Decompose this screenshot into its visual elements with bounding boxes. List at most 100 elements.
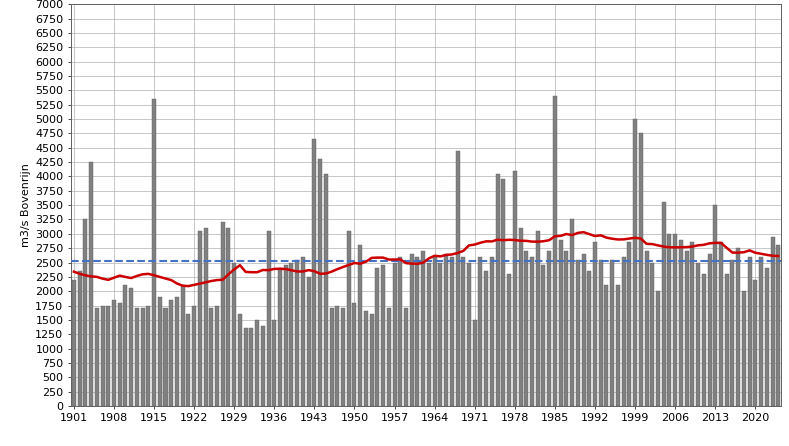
Bar	[673, 234, 677, 406]
Bar	[409, 254, 413, 406]
Bar	[719, 243, 723, 406]
Bar	[221, 223, 225, 406]
Bar	[513, 171, 517, 406]
Bar	[548, 251, 552, 406]
Bar	[118, 303, 122, 406]
Bar	[484, 271, 488, 406]
Bar	[599, 260, 603, 406]
Bar	[501, 179, 506, 406]
Bar	[244, 328, 248, 406]
Bar	[398, 257, 402, 406]
Bar	[771, 237, 775, 406]
Bar	[169, 300, 174, 406]
Bar	[146, 306, 151, 406]
Bar	[439, 263, 443, 406]
Bar	[725, 274, 729, 406]
Bar	[163, 308, 167, 406]
Bar	[181, 285, 185, 406]
Bar	[318, 159, 322, 406]
Bar	[112, 300, 116, 406]
Bar	[77, 271, 81, 406]
Bar	[462, 257, 466, 406]
Bar	[507, 274, 511, 406]
Bar	[455, 151, 459, 406]
Bar	[536, 231, 540, 406]
Bar	[335, 306, 339, 406]
Bar	[416, 257, 420, 406]
Bar	[662, 202, 666, 406]
Bar	[95, 308, 99, 406]
Bar	[627, 243, 631, 406]
Bar	[444, 254, 448, 406]
Bar	[639, 133, 643, 406]
Bar	[553, 96, 557, 406]
Bar	[427, 263, 431, 406]
Bar	[713, 205, 717, 406]
Bar	[209, 308, 213, 406]
Bar	[478, 257, 482, 406]
Bar	[346, 231, 351, 406]
Bar	[387, 308, 391, 406]
Bar	[587, 271, 591, 406]
Bar	[312, 139, 316, 406]
Bar	[650, 263, 654, 406]
Bar	[622, 257, 626, 406]
Bar	[135, 308, 139, 406]
Bar	[272, 320, 276, 406]
Bar	[421, 251, 425, 406]
Bar	[232, 263, 236, 406]
Bar	[576, 260, 580, 406]
Bar	[261, 326, 265, 406]
Bar	[255, 320, 259, 406]
Bar	[186, 314, 190, 406]
Bar	[667, 234, 671, 406]
Bar	[193, 306, 196, 406]
Bar	[238, 314, 242, 406]
Bar	[450, 257, 454, 406]
Bar	[353, 303, 357, 406]
Bar	[226, 228, 230, 406]
Bar	[267, 231, 271, 406]
Bar	[731, 260, 735, 406]
Bar	[140, 308, 144, 406]
Bar	[307, 277, 311, 406]
Bar	[404, 308, 408, 406]
Bar	[759, 257, 763, 406]
Bar	[696, 263, 700, 406]
Bar	[518, 228, 522, 406]
Bar	[524, 251, 529, 406]
Bar	[123, 285, 127, 406]
Bar	[284, 265, 288, 406]
Bar	[701, 274, 706, 406]
Bar	[198, 231, 202, 406]
Bar	[330, 308, 334, 406]
Bar	[690, 243, 694, 406]
Y-axis label: m3/s Bovenrijn: m3/s Bovenrijn	[21, 163, 31, 247]
Bar	[323, 173, 328, 406]
Bar	[107, 306, 110, 406]
Bar	[376, 268, 380, 406]
Bar	[490, 257, 494, 406]
Bar	[290, 263, 294, 406]
Bar	[158, 297, 162, 406]
Bar	[610, 260, 614, 406]
Bar	[295, 260, 299, 406]
Bar	[530, 257, 534, 406]
Bar	[393, 263, 397, 406]
Bar	[473, 320, 477, 406]
Bar	[541, 265, 545, 406]
Bar	[564, 251, 568, 406]
Bar	[215, 306, 219, 406]
Bar	[72, 280, 76, 406]
Bar	[301, 257, 305, 406]
Bar	[581, 254, 585, 406]
Bar	[129, 288, 133, 406]
Bar	[559, 240, 563, 406]
Bar	[736, 248, 740, 406]
Bar	[685, 251, 689, 406]
Bar	[593, 243, 597, 406]
Bar	[467, 263, 471, 406]
Bar	[152, 99, 156, 406]
Bar	[708, 254, 712, 406]
Bar	[776, 245, 780, 406]
